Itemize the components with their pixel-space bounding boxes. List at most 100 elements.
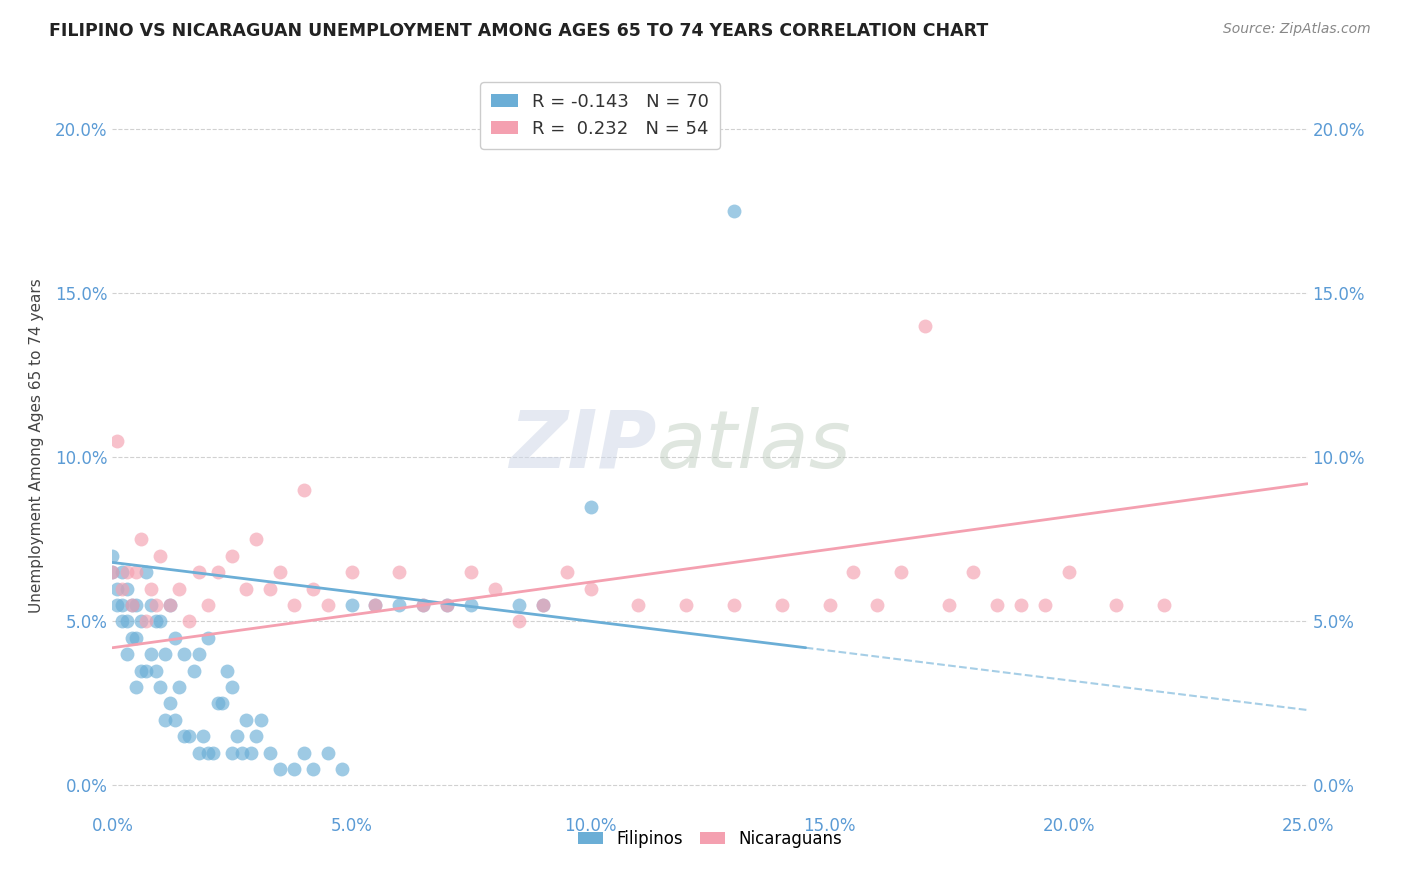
Point xyxy=(153,647,176,661)
Point xyxy=(135,664,157,678)
Point xyxy=(531,598,554,612)
Point xyxy=(627,598,650,612)
Point xyxy=(177,729,200,743)
Point xyxy=(207,566,229,580)
Point xyxy=(235,582,257,596)
Point xyxy=(249,713,271,727)
Point xyxy=(340,566,363,580)
Point xyxy=(177,615,200,629)
Point xyxy=(149,680,172,694)
Point xyxy=(675,598,697,612)
Y-axis label: Unemployment Among Ages 65 to 74 years: Unemployment Among Ages 65 to 74 years xyxy=(30,278,44,614)
Point xyxy=(129,664,152,678)
Point xyxy=(555,566,578,580)
Point xyxy=(159,598,181,612)
Point xyxy=(125,631,148,645)
Text: atlas: atlas xyxy=(657,407,851,485)
Point xyxy=(292,483,315,498)
Point xyxy=(240,746,263,760)
Point xyxy=(159,598,181,612)
Point xyxy=(340,598,363,612)
Point xyxy=(169,582,191,596)
Point xyxy=(145,598,167,612)
Point xyxy=(193,729,215,743)
Point xyxy=(269,566,291,580)
Point xyxy=(1033,598,1056,612)
Point xyxy=(484,582,506,596)
Point xyxy=(197,746,219,760)
Point xyxy=(201,746,224,760)
Point xyxy=(115,566,138,580)
Point xyxy=(135,566,157,580)
Point xyxy=(723,598,745,612)
Point xyxy=(187,746,209,760)
Point xyxy=(283,598,305,612)
Point xyxy=(187,566,209,580)
Point xyxy=(101,549,124,563)
Point xyxy=(111,566,134,580)
Point xyxy=(145,615,167,629)
Text: Source: ZipAtlas.com: Source: ZipAtlas.com xyxy=(1223,22,1371,37)
Legend: Filipinos, Nicaraguans: Filipinos, Nicaraguans xyxy=(571,823,849,855)
Point xyxy=(149,615,172,629)
Point xyxy=(221,549,243,563)
Point xyxy=(770,598,793,612)
Point xyxy=(842,566,865,580)
Point xyxy=(986,598,1008,612)
Point xyxy=(111,615,134,629)
Point xyxy=(412,598,434,612)
Point xyxy=(121,598,143,612)
Point xyxy=(723,204,745,219)
Point xyxy=(173,729,195,743)
Point xyxy=(460,566,482,580)
Point xyxy=(105,582,128,596)
Point xyxy=(1105,598,1128,612)
Point xyxy=(245,533,267,547)
Point xyxy=(187,647,209,661)
Point xyxy=(235,713,257,727)
Point xyxy=(221,680,243,694)
Point xyxy=(269,762,291,776)
Point xyxy=(111,582,134,596)
Point xyxy=(207,697,229,711)
Point xyxy=(159,697,181,711)
Point xyxy=(169,680,191,694)
Point xyxy=(145,664,167,678)
Point xyxy=(135,615,157,629)
Point xyxy=(153,713,176,727)
Point xyxy=(173,647,195,661)
Point xyxy=(163,713,186,727)
Point xyxy=(197,598,219,612)
Point xyxy=(197,631,219,645)
Point xyxy=(1153,598,1175,612)
Point xyxy=(938,598,960,612)
Point xyxy=(225,729,247,743)
Point xyxy=(818,598,841,612)
Point xyxy=(302,762,325,776)
Point xyxy=(139,647,162,661)
Point xyxy=(111,598,134,612)
Point xyxy=(1010,598,1032,612)
Point xyxy=(129,533,152,547)
Point xyxy=(962,566,984,580)
Point xyxy=(1057,566,1080,580)
Point xyxy=(139,598,162,612)
Point xyxy=(259,582,281,596)
Point xyxy=(330,762,353,776)
Point xyxy=(866,598,889,612)
Point xyxy=(436,598,458,612)
Point xyxy=(139,582,162,596)
Point xyxy=(364,598,387,612)
Point xyxy=(105,434,128,448)
Point xyxy=(508,598,530,612)
Point xyxy=(259,746,281,760)
Point xyxy=(121,631,143,645)
Point xyxy=(412,598,434,612)
Point xyxy=(436,598,458,612)
Point xyxy=(115,582,138,596)
Point xyxy=(579,582,602,596)
Point xyxy=(211,697,233,711)
Point xyxy=(364,598,387,612)
Point xyxy=(283,762,305,776)
Point xyxy=(388,598,411,612)
